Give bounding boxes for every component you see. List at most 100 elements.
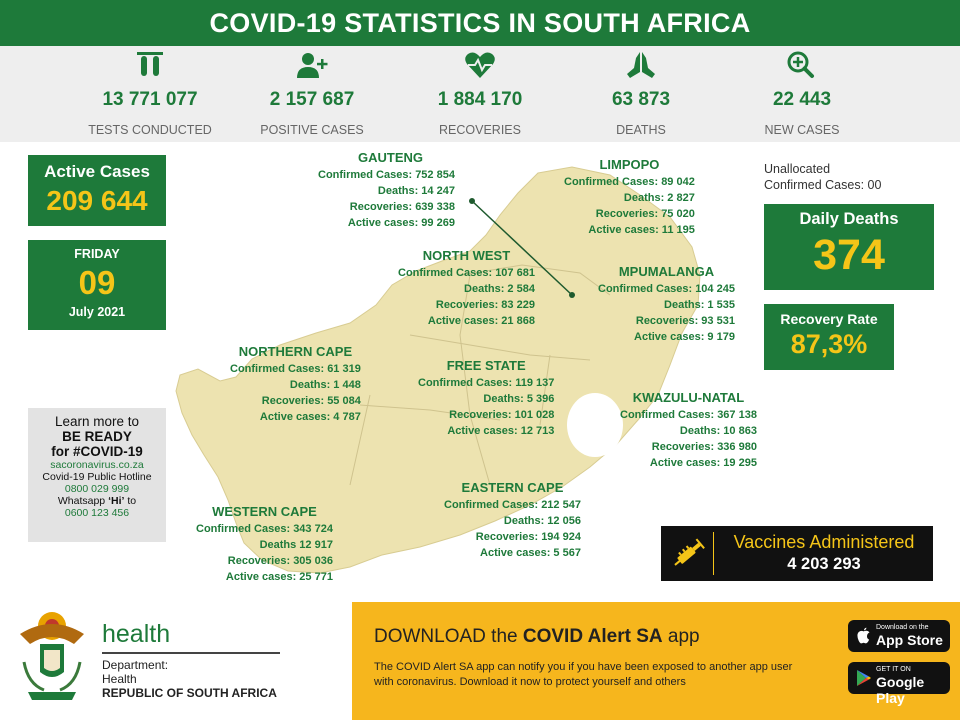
province-name: MPUMALANGA (618, 264, 715, 279)
syringe-icon (674, 538, 705, 566)
daily-deaths-title: Daily Deaths (799, 210, 899, 228)
province-recoveries: Recoveries: 83 229 (435, 299, 535, 311)
unallocated-note: Unallocated Confirmed Cases: 00 (764, 161, 944, 193)
google-play-large: Google Play (876, 674, 925, 706)
date-box: FRIDAY 09 July 2021 (28, 240, 166, 330)
google-play-button[interactable]: GET IT ON Google Play (848, 662, 950, 706)
banner-text: The COVID Alert SA app can notify you if… (374, 661, 793, 688)
app-store-button[interactable]: Download on the App Store (848, 620, 950, 652)
app-store-small: Download on the (876, 624, 929, 631)
stat-positive: 2 157 687 POSITIVE CASES (217, 46, 407, 137)
stat-label: DEATHS (616, 123, 666, 137)
vaccines-title: Vaccines Administered (733, 532, 915, 552)
province-confirmed: Confirmed Cases: 212 547 (444, 499, 581, 511)
active-cases-title: Active Cases (44, 162, 150, 181)
province-recoveries: Recoveries: 305 036 (227, 555, 333, 567)
province-deaths: Deaths 12 917 (259, 539, 333, 551)
dept-line1: Department: (102, 658, 169, 672)
daily-deaths-box: Daily Deaths 374 (764, 204, 934, 290)
recovery-rate-value: 87,3% (790, 329, 868, 359)
province-deaths: Deaths: 10 863 (679, 425, 757, 437)
stat-label: TESTS CONDUCTED (88, 123, 212, 137)
province-confirmed: Confirmed Cases: 104 245 (598, 283, 735, 295)
banner-heading-app: COVID Alert SA (522, 626, 663, 647)
banner-heading: DOWNLOAD the COVID Alert SA app (374, 626, 700, 648)
google-play-small: GET IT ON (876, 666, 911, 673)
province-active: Active cases: 5 567 (480, 547, 581, 559)
province-confirmed: Confirmed Cases: 343 724 (196, 523, 333, 535)
province-recoveries: Recoveries: 93 531 (635, 315, 735, 327)
banner-heading-pre: DOWNLOAD the (374, 626, 523, 647)
province-active: Active cases: 19 295 (649, 457, 757, 469)
stat-deaths: 63 873 DEATHS (546, 46, 736, 137)
province-deaths: Deaths: 14 247 (377, 185, 455, 197)
stat-recoveries: 1 884 170 RECOVERIES (385, 46, 575, 137)
learn-line3: for #COVID-19 (51, 444, 143, 459)
app-download-banner: DOWNLOAD the COVID Alert SA app The COVI… (352, 602, 960, 720)
learn-more-box: Learn more to BE READY for #COVID-19 sac… (28, 408, 166, 542)
active-cases-box: Active Cases 209 644 (28, 155, 166, 226)
stat-new-cases: 22 443 NEW CASES (707, 46, 897, 137)
stat-label: NEW CASES (764, 123, 840, 137)
recovery-rate-box: Recovery Rate 87,3% (764, 304, 894, 370)
whatsapp-pre: Whatsapp (57, 495, 109, 507)
province-free-state: FREE STATE Confirmed Cases: 119 137 Deat… (418, 358, 554, 439)
province-deaths: Deaths: 2 827 (623, 192, 695, 204)
province-gauteng: GAUTENG Confirmed Cases: 752 854 Deaths:… (318, 150, 455, 231)
province-eastern-cape: EASTERN CAPE Confirmed Cases: 212 547 De… (444, 480, 581, 561)
vaccines-box: Vaccines Administered 4 203 293 (661, 526, 933, 581)
province-name: FREE STATE (446, 358, 526, 373)
province-confirmed: Confirmed Cases: 89 042 (564, 176, 695, 188)
province-recoveries: Recoveries: 55 084 (261, 395, 361, 407)
province-mpumalanga: MPUMALANGA Confirmed Cases: 104 245 Deat… (598, 264, 735, 345)
stat-value: 63 873 (611, 89, 671, 110)
footer-divider (102, 652, 280, 654)
app-store-large: App Store (876, 632, 943, 648)
coat-of-arms-logo (20, 612, 84, 700)
learn-line2: BE READY (62, 429, 132, 444)
stat-label: POSITIVE CASES (260, 123, 364, 137)
stat-value: 1 884 170 (437, 89, 523, 110)
hotline-number[interactable]: 0800 029 999 (64, 483, 130, 495)
praying-hands-icon (546, 46, 736, 80)
vaccines-value: 4 203 293 (787, 555, 861, 573)
unallocated-line1: Unallocated (764, 162, 831, 176)
vaccines-divider (713, 532, 714, 575)
website-link[interactable]: sacoronavirus.co.za (50, 459, 144, 471)
province-confirmed: Confirmed Cases: 61 319 (230, 363, 361, 375)
province-name: WESTERN CAPE (212, 504, 317, 519)
whatsapp-hi: ‘Hi’ (108, 495, 125, 507)
stat-value: 2 157 687 (269, 89, 355, 110)
province-active: Active cases: 12 713 (447, 425, 555, 437)
province-deaths: Deaths: 2 584 (464, 283, 535, 295)
province-kwazulu-natal: KWAZULU-NATAL Confirmed Cases: 367 138 D… (620, 390, 757, 471)
province-name: LIMPOPO (599, 157, 660, 172)
date-day: 09 (78, 264, 116, 301)
unallocated-line2: Confirmed Cases: 00 (764, 178, 882, 192)
province-deaths: Deaths: 5 396 (483, 393, 555, 405)
province-confirmed: Confirmed Cases: 752 854 (318, 169, 455, 181)
province-active: Active cases: 9 179 (634, 331, 735, 343)
province-western-cape: WESTERN CAPE Confirmed Cases: 343 724 De… (196, 504, 333, 585)
apple-icon (857, 627, 870, 644)
daily-deaths-value: 374 (813, 231, 885, 279)
learn-line1: Learn more to (54, 414, 140, 429)
stat-value: 22 443 (772, 89, 832, 110)
stats-band: 13 771 077 TESTS CONDUCTED 2 157 687 POS… (0, 46, 960, 142)
dept-line3: REPUBLIC OF SOUTH AFRICA (102, 686, 277, 700)
province-recoveries: Recoveries: 639 338 (349, 201, 455, 213)
recovery-rate-title: Recovery Rate (780, 311, 878, 327)
department-name: Department: Health REPUBLIC OF SOUTH AFR… (102, 658, 277, 700)
active-cases-value: 209 644 (46, 185, 148, 216)
hotline-label: Covid-19 Public Hotline (42, 471, 152, 483)
stat-tests: 13 771 077 TESTS CONDUCTED (55, 46, 245, 137)
test-tubes-icon (55, 46, 245, 80)
province-recoveries: Recoveries: 336 980 (651, 441, 757, 453)
whatsapp-number[interactable]: 0600 123 456 (64, 507, 130, 519)
banner-heading-post: app (662, 626, 700, 647)
province-name: EASTERN CAPE (461, 480, 564, 495)
province-name: NORTH WEST (422, 248, 511, 263)
province-name: GAUTENG (358, 150, 423, 165)
whatsapp-post: to (124, 495, 137, 507)
heartbeat-icon (385, 46, 575, 80)
